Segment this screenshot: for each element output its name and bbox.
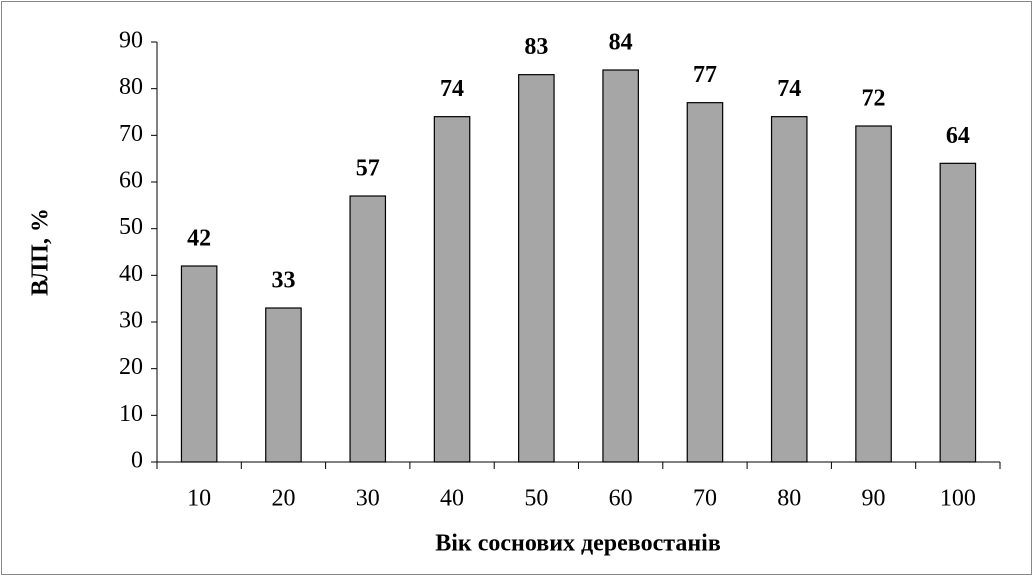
bar: [855, 125, 892, 463]
data-label: 33: [271, 268, 295, 294]
x-tick-label: 70: [693, 486, 717, 512]
data-label: 74: [440, 76, 464, 102]
data-label: 74: [777, 76, 801, 102]
y-tick-label: 80: [119, 74, 143, 100]
y-tick-label: 70: [119, 121, 143, 147]
data-label: 57: [356, 156, 380, 182]
y-axis-label: ВЛП, %: [28, 208, 54, 296]
x-tick-label: 10: [187, 486, 211, 512]
bar: [433, 116, 471, 463]
x-tick-label: 100: [940, 486, 976, 512]
bar: [265, 307, 302, 463]
x-tick-label: 90: [862, 486, 886, 512]
bar: [686, 102, 724, 463]
x-axis-label: Вік соснових деревостанів: [435, 531, 721, 557]
y-tick-label: 20: [119, 354, 143, 380]
x-tick-label: 30: [356, 486, 380, 512]
data-label: 42: [187, 226, 211, 252]
x-tick-label: 80: [777, 486, 801, 512]
bar: [602, 69, 639, 463]
data-label: 72: [862, 86, 886, 112]
bar: [939, 162, 977, 463]
data-label: 64: [946, 123, 970, 149]
data-label: 77: [693, 62, 717, 88]
y-tick-label: 60: [119, 168, 143, 194]
x-tick-label: 20: [271, 486, 295, 512]
bar: [518, 74, 555, 463]
y-tick-label: 30: [119, 308, 143, 334]
bar: [349, 195, 387, 463]
x-tick-label: 60: [609, 486, 633, 512]
data-label: 84: [609, 30, 633, 56]
x-tick-label: 50: [524, 486, 548, 512]
bar: [180, 265, 218, 463]
x-tick-label: 40: [440, 486, 464, 512]
y-tick-label: 0: [131, 448, 143, 474]
data-label: 83: [524, 34, 548, 60]
y-tick-label: 50: [119, 214, 143, 240]
y-tick-label: 40: [119, 261, 143, 287]
y-tick-label: 90: [119, 28, 143, 54]
bar: [770, 116, 808, 463]
y-tick-label: 10: [119, 401, 143, 427]
